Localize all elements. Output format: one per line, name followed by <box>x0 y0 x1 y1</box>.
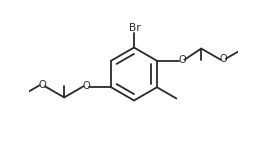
Text: O: O <box>38 80 46 90</box>
Text: O: O <box>178 55 186 65</box>
Text: O: O <box>82 81 90 91</box>
Text: O: O <box>219 54 227 64</box>
Text: Br: Br <box>129 23 141 33</box>
